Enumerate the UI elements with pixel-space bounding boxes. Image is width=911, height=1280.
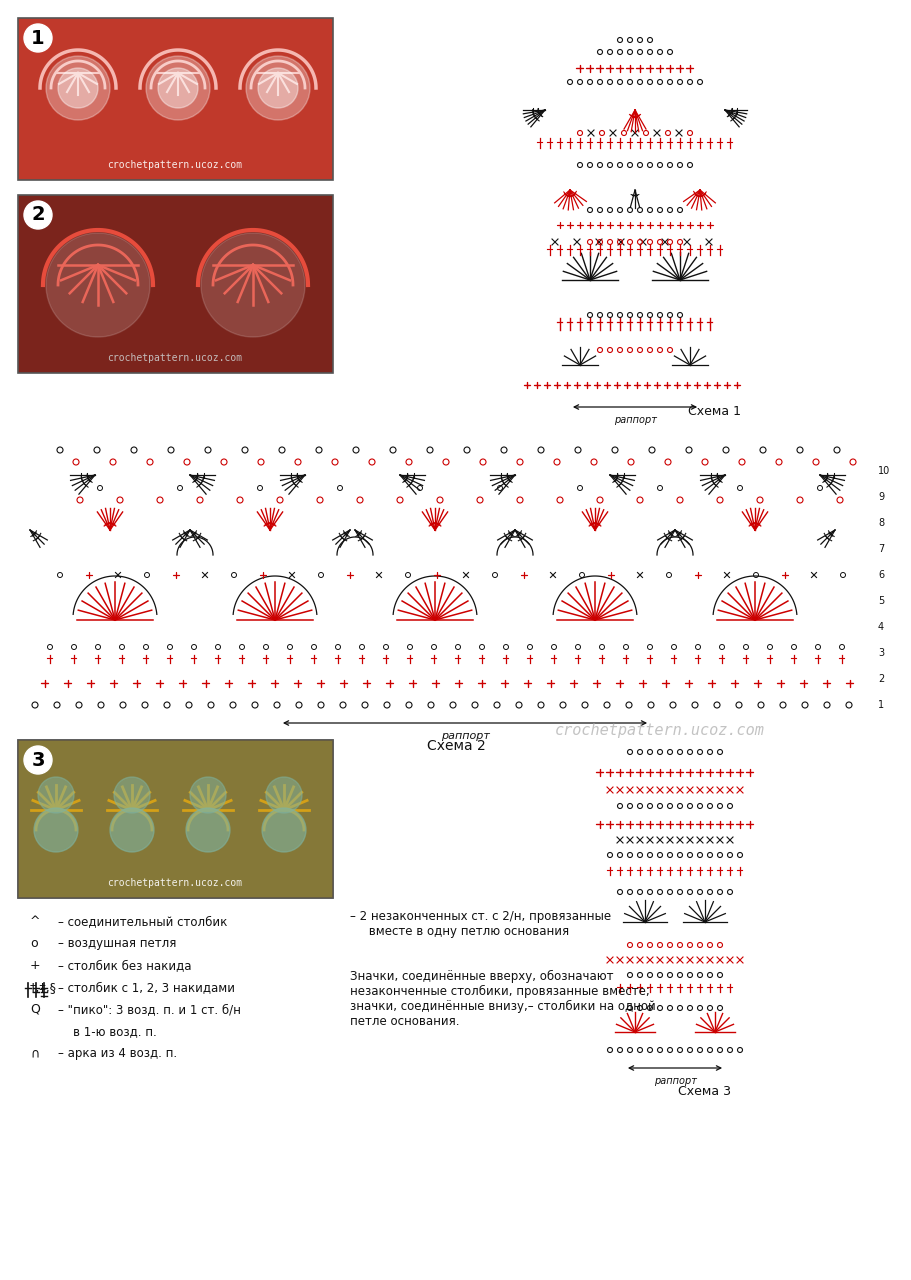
Circle shape — [266, 777, 302, 813]
Text: 8: 8 — [877, 518, 883, 527]
Text: – соединительный столбик: – соединительный столбик — [58, 915, 227, 928]
Text: 2: 2 — [877, 675, 884, 684]
Text: Q: Q — [30, 1004, 40, 1016]
Text: о: о — [30, 937, 37, 950]
Text: ^: ^ — [30, 915, 40, 928]
Text: – воздушная петля: – воздушная петля — [58, 937, 176, 950]
Bar — [18, 740, 333, 899]
Circle shape — [24, 201, 52, 229]
Circle shape — [110, 808, 154, 852]
Circle shape — [58, 68, 97, 108]
Text: †,‡,§: †,‡,§ — [30, 980, 56, 995]
Circle shape — [200, 233, 304, 337]
Text: +: + — [30, 959, 41, 972]
Circle shape — [246, 56, 310, 120]
Text: раппорт: раппорт — [653, 1076, 696, 1085]
Text: Значки, соединённые вверху, обозначают
незаконченные столбики, провязанные вмест: Значки, соединённые вверху, обозначают н… — [350, 970, 655, 1028]
Text: Схема 1: Схема 1 — [688, 404, 741, 419]
Text: ∩: ∩ — [30, 1047, 39, 1060]
Text: 10: 10 — [877, 466, 889, 476]
Text: crochetpattern.ucoz.com: crochetpattern.ucoz.com — [107, 878, 242, 888]
Circle shape — [34, 808, 78, 852]
Text: Схема 3: Схема 3 — [678, 1085, 731, 1098]
Bar — [18, 195, 333, 372]
Circle shape — [186, 808, 230, 852]
Text: 3: 3 — [31, 750, 45, 769]
Text: – столбик без накида: – столбик без накида — [58, 959, 191, 972]
Text: 5: 5 — [877, 596, 884, 605]
Text: Схема 2: Схема 2 — [426, 739, 485, 753]
Text: 4: 4 — [877, 622, 883, 632]
Text: crochetpattern.ucoz.com: crochetpattern.ucoz.com — [555, 722, 764, 737]
Bar — [18, 740, 333, 899]
Text: – "пико": 3 возд. п. и 1 ст. б/н: – "пико": 3 возд. п. и 1 ст. б/н — [58, 1004, 241, 1016]
Text: раппорт: раппорт — [440, 731, 489, 741]
Text: 1: 1 — [31, 28, 45, 47]
Circle shape — [46, 56, 110, 120]
Circle shape — [38, 777, 74, 813]
Text: раппорт: раппорт — [613, 415, 656, 425]
Circle shape — [24, 746, 52, 774]
Text: – столбик с 1, 2, 3 накидами: – столбик с 1, 2, 3 накидами — [58, 980, 235, 995]
Circle shape — [24, 24, 52, 52]
Circle shape — [261, 808, 306, 852]
Text: – арка из 4 возд. п.: – арка из 4 возд. п. — [58, 1047, 177, 1060]
Circle shape — [258, 68, 298, 108]
Text: 1: 1 — [877, 700, 883, 710]
Circle shape — [146, 56, 210, 120]
Circle shape — [158, 68, 198, 108]
Circle shape — [189, 777, 226, 813]
Circle shape — [46, 233, 149, 337]
Text: 6: 6 — [877, 570, 883, 580]
Text: crochetpattern.ucoz.com: crochetpattern.ucoz.com — [107, 160, 242, 170]
Text: 7: 7 — [877, 544, 884, 554]
Text: – 2 незаконченных ст. с 2/н, провязанные
     вместе в одну петлю основания: – 2 незаконченных ст. с 2/н, провязанные… — [350, 910, 610, 938]
Text: 2: 2 — [31, 206, 45, 224]
Text: 9: 9 — [877, 492, 883, 502]
Text: в 1-ю возд. п.: в 1-ю возд. п. — [58, 1025, 157, 1038]
Text: 3: 3 — [877, 648, 883, 658]
Circle shape — [114, 777, 149, 813]
Bar — [18, 18, 333, 180]
Text: crochetpattern.ucoz.com: crochetpattern.ucoz.com — [107, 353, 242, 364]
